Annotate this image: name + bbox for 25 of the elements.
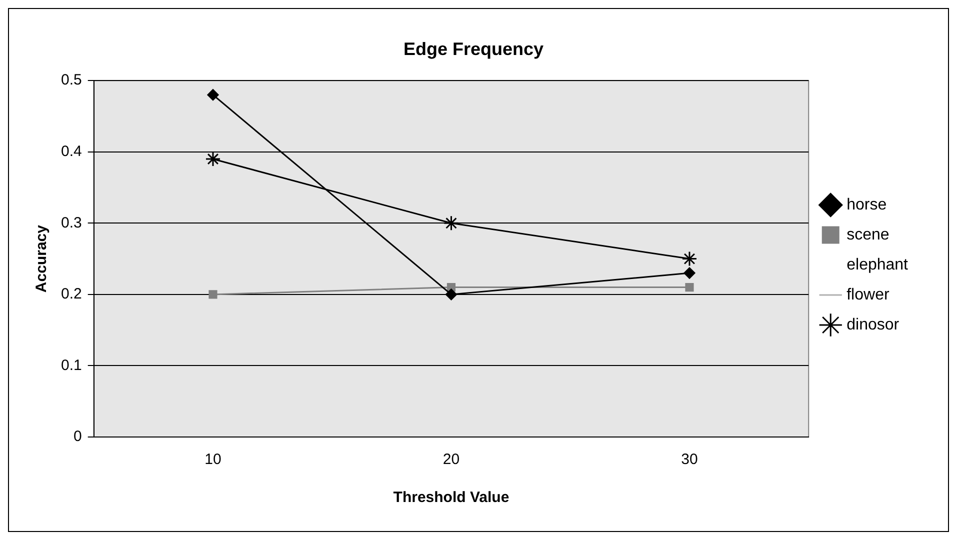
point <box>684 267 696 279</box>
legend-label: flower <box>846 286 890 304</box>
y-tick-label: 0.1 <box>60 356 82 374</box>
point <box>685 283 694 292</box>
y-tick-label: 0.3 <box>60 214 82 232</box>
text: elephant <box>846 256 909 274</box>
y-tick-label: 0 <box>74 428 82 446</box>
x-tick-label: 30 <box>681 451 698 468</box>
y-tick-label: 0.4 <box>60 143 82 160</box>
legend-label: dinosor <box>846 316 900 334</box>
point <box>682 251 698 267</box>
point <box>207 89 219 101</box>
point <box>443 215 459 231</box>
y-tick-label: 0.2 <box>60 286 82 303</box>
legend-label: horse <box>846 196 887 214</box>
x-axis-title: Threshold Value <box>393 489 510 506</box>
legend-label: scene <box>846 226 890 244</box>
y-tick-label: 0.5 <box>60 72 82 89</box>
point <box>445 288 457 300</box>
x-tick-label: 20 <box>442 451 460 468</box>
chart-title: Edge Frequency <box>403 38 544 59</box>
x-tick-label: 10 <box>204 451 222 468</box>
point <box>205 151 221 167</box>
y-axis-title: Accuracy <box>33 224 50 293</box>
point <box>208 290 218 299</box>
